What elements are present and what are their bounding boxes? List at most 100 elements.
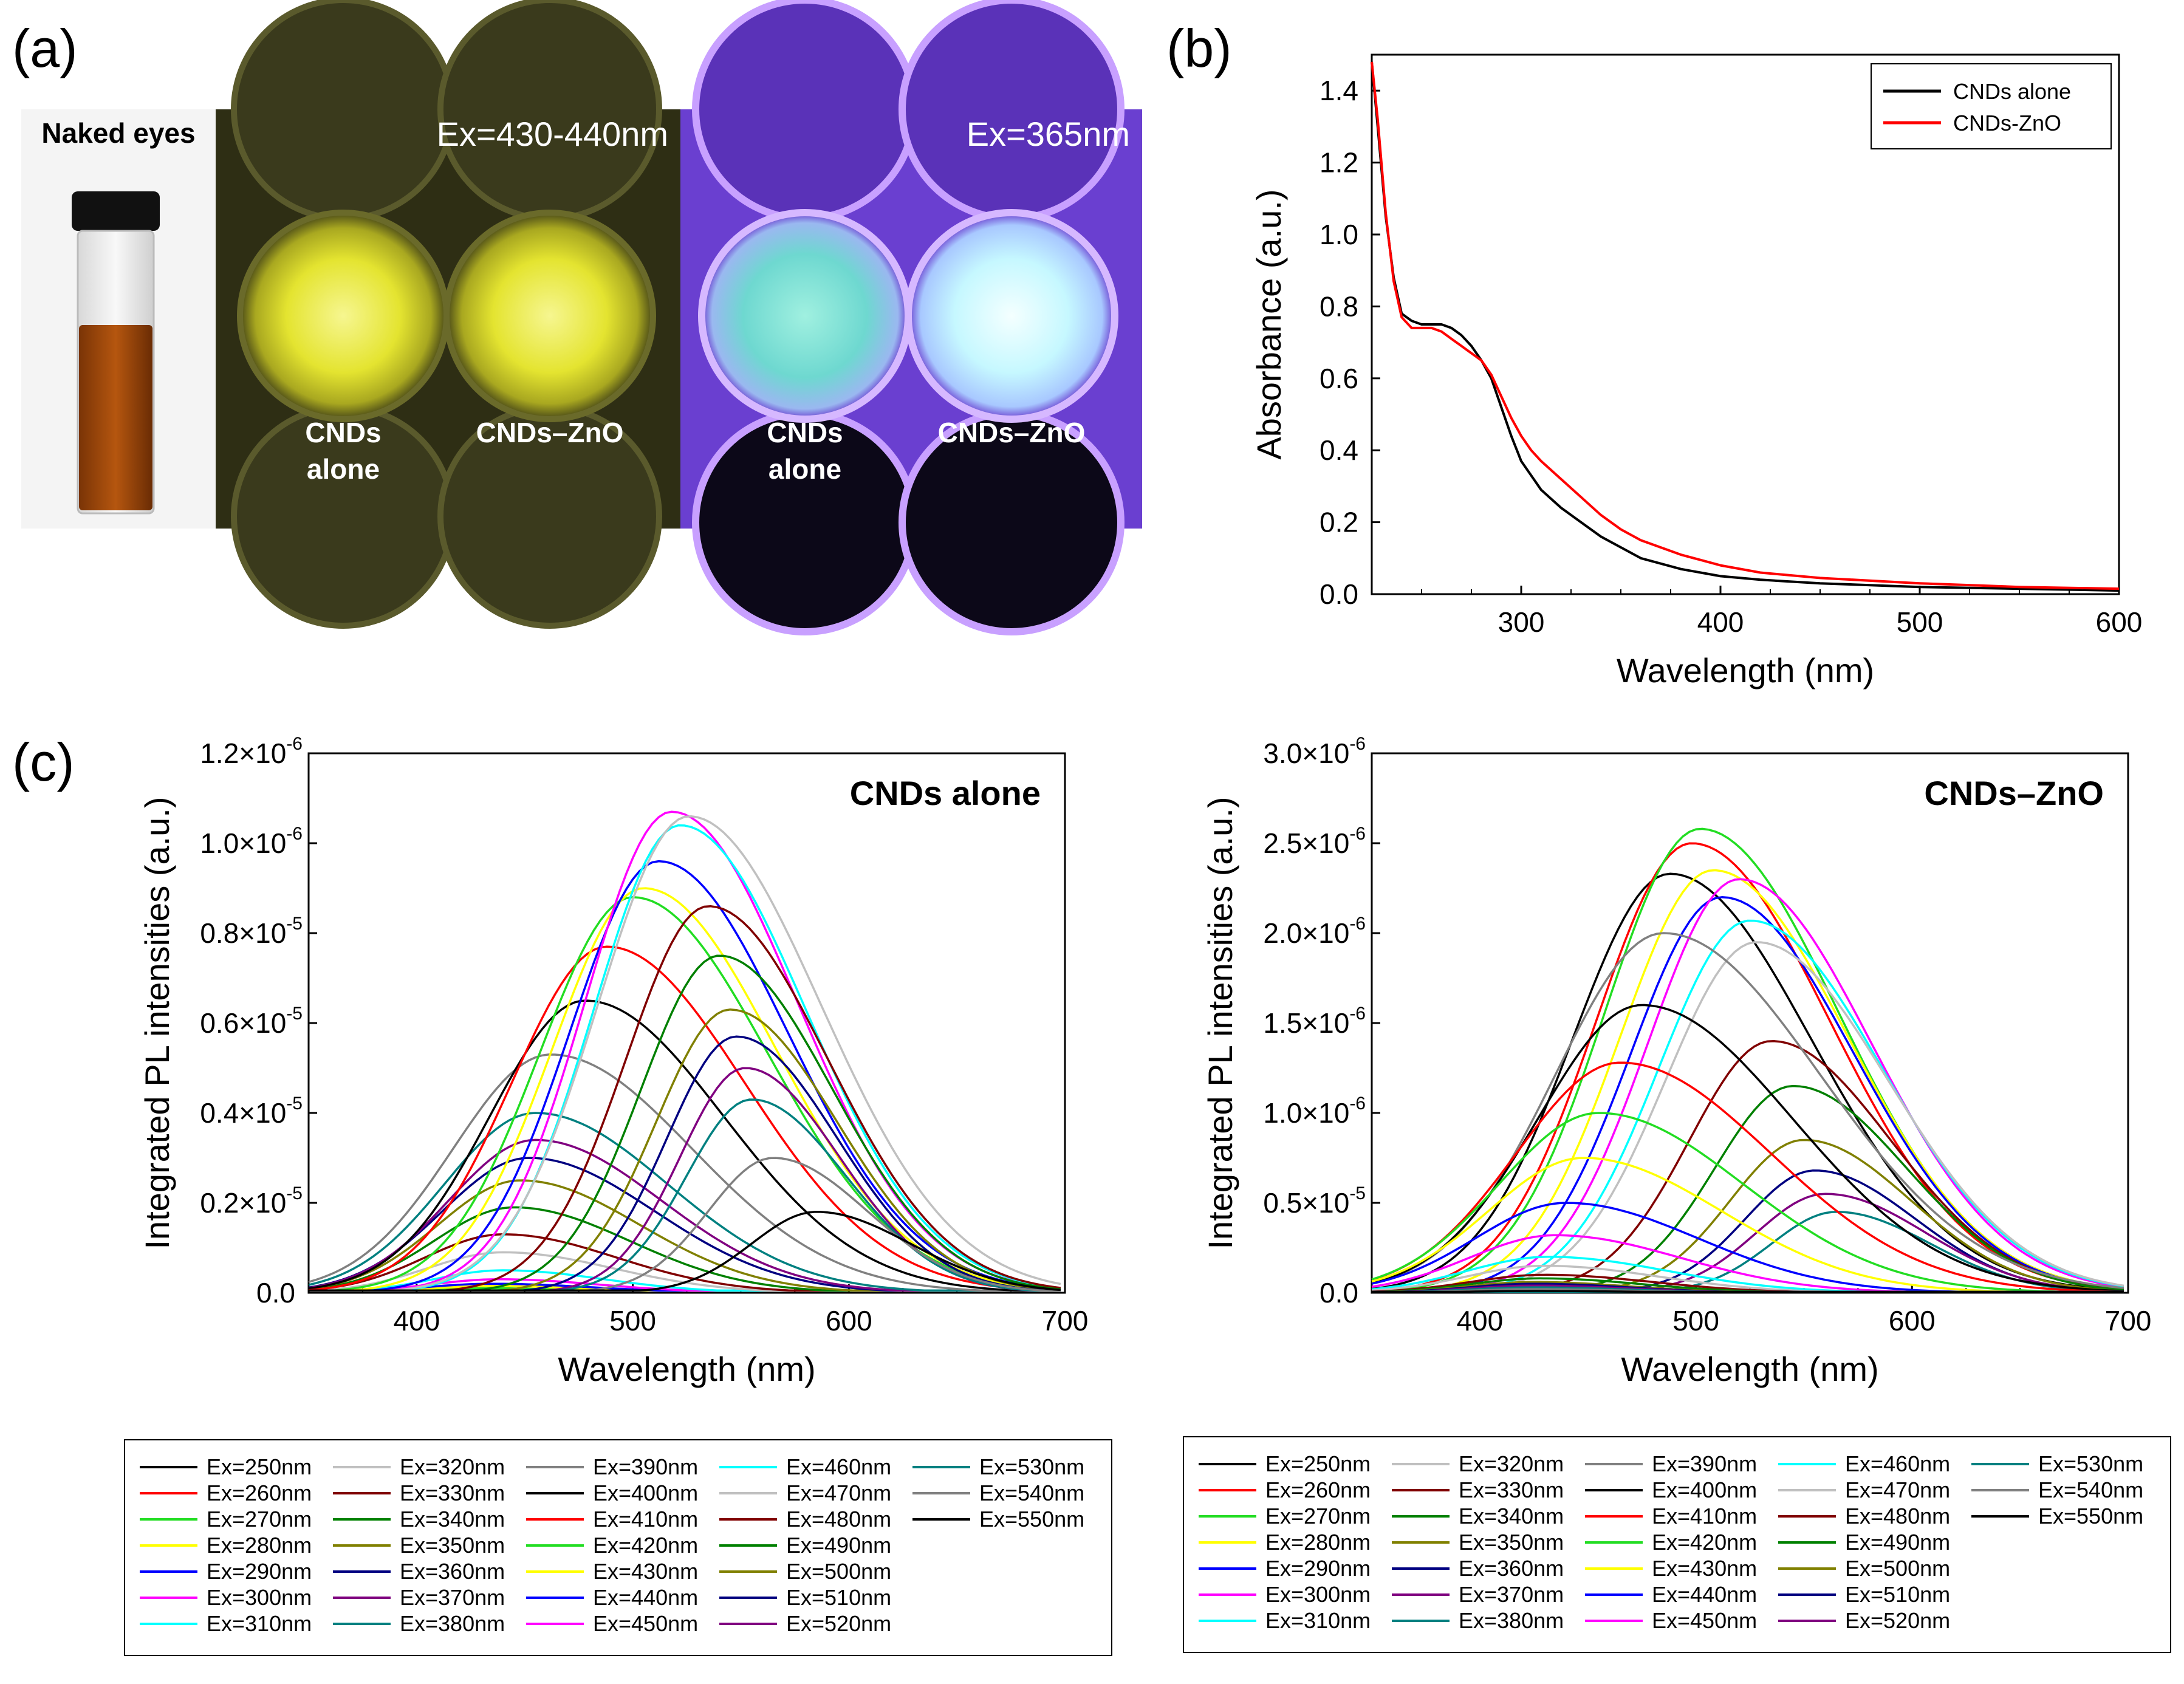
y-tick-exponent: -6 (1349, 734, 1366, 754)
legend-box (1871, 63, 2112, 149)
x-axis-label: Wavelength (nm) (558, 1350, 815, 1388)
x-tick-label: 500 (1897, 606, 1943, 638)
y-tick-label: 2.0×10-6 (1263, 914, 1366, 949)
legend-label: Ex=300nm (207, 1585, 312, 1610)
plate2-well-left-line2: alone (769, 453, 841, 485)
y-axis-label: Integrated PL intensities (a.u.) (1201, 796, 1239, 1249)
legend-label: Ex=310nm (1265, 1608, 1371, 1633)
plate2-well-left-line1: CNDs (767, 417, 843, 448)
y-tick-label: 3.0×10-6 (1263, 734, 1366, 769)
legend-label: Ex=480nm (786, 1507, 891, 1532)
y-tick-mantissa: 0.6×10 (200, 1007, 286, 1039)
legend-label: Ex=270nm (207, 1507, 312, 1532)
y-tick-label: 0.6×10-5 (200, 1004, 303, 1039)
y-tick-label: 1.0×10-6 (200, 824, 303, 859)
legend-label: Ex=350nm (1459, 1530, 1564, 1555)
plate1-well-right: CNDs–ZnO (476, 417, 624, 448)
legend-label: Ex=470nm (786, 1480, 891, 1505)
absorbance-series-cnds-zno (1371, 61, 2120, 590)
x-tick-label: 500 (1672, 1305, 1719, 1337)
y-tick-mantissa: 1.2×10 (200, 738, 286, 769)
chart-title: CNDs alone (850, 774, 1041, 812)
y-tick-exponent: -6 (1349, 1094, 1366, 1114)
y-tick-mantissa: 0.0 (1320, 1277, 1358, 1309)
legend-label: Ex=360nm (400, 1559, 505, 1584)
legend-label: Ex=540nm (2038, 1477, 2143, 1502)
legend-label: Ex=260nm (1265, 1477, 1371, 1502)
y-tick-exponent: -6 (286, 824, 303, 844)
legend-label: Ex=280nm (1265, 1530, 1371, 1555)
x-tick-label: 600 (826, 1305, 872, 1337)
panel-c-label: (c) (12, 732, 75, 792)
x-tick-label: 700 (2105, 1305, 2152, 1337)
pl-series-ex-470nm (309, 815, 1061, 1292)
pl-series-ex-410nm (1371, 1061, 2124, 1293)
legend-label: Ex=330nm (1459, 1477, 1564, 1502)
legend-label: Ex=510nm (786, 1585, 891, 1610)
legend-label: Ex=490nm (786, 1533, 891, 1558)
legend-label: Ex=410nm (1652, 1504, 1757, 1528)
pl-series-ex-420nm (1371, 1112, 2124, 1293)
y-tick-exponent: -6 (1349, 914, 1366, 934)
vial-caption: Naked eyes (41, 117, 195, 149)
y-tick-label: 1.2 (1320, 147, 1358, 179)
vial-photo: Naked eyes (21, 109, 216, 529)
y-tick-mantissa: 1.5×10 (1263, 1007, 1349, 1039)
pl-series-ex-440nm (309, 860, 1061, 1292)
y-tick-label: 0.0 (1320, 578, 1358, 610)
plate1-well-left-line2: alone (307, 453, 380, 485)
legend-label: Ex=400nm (593, 1480, 698, 1505)
legend-label: Ex=340nm (1459, 1504, 1564, 1528)
legend-label: Ex=270nm (1265, 1504, 1371, 1528)
y-tick-exponent: -5 (286, 1094, 303, 1114)
legend-label: Ex=430nm (593, 1559, 698, 1584)
y-tick-exponent: -6 (1349, 824, 1366, 844)
legend-label: Ex=400nm (1652, 1477, 1757, 1502)
y-tick-label: 1.2×10-6 (200, 734, 303, 769)
x-tick-label: 500 (609, 1305, 656, 1337)
legend-label: Ex=390nm (1652, 1451, 1757, 1476)
legend-label: Ex=390nm (593, 1454, 698, 1479)
legend-label: Ex=290nm (207, 1559, 312, 1584)
plot-frame (1371, 752, 2129, 1294)
y-tick-mantissa: 0.2×10 (200, 1187, 286, 1219)
y-tick-mantissa: 3.0×10 (1263, 738, 1349, 769)
legend-label: Ex=510nm (1845, 1582, 1950, 1607)
plot-frame (1371, 53, 2120, 595)
legend-label: Ex=420nm (1652, 1530, 1757, 1555)
legend-label: Ex=450nm (1652, 1608, 1757, 1633)
y-tick-mantissa: 0.4×10 (200, 1097, 286, 1129)
chart-title: CNDs–ZnO (1924, 774, 2104, 812)
pl-series-ex-380nm (308, 1112, 1061, 1292)
pl-series-ex-550nm (309, 1211, 1061, 1292)
legend-label: Ex=440nm (593, 1585, 698, 1610)
legend-frame (124, 1439, 1112, 1656)
legend-label: Ex=460nm (786, 1454, 891, 1479)
x-axis-label: Wavelength (nm) (1621, 1350, 1878, 1388)
y-tick-exponent: -5 (286, 914, 303, 934)
pl-series-ex-290nm (1372, 896, 2124, 1293)
y-tick-label: 0.0 (256, 1277, 295, 1309)
plate2-well-right: CNDs–ZnO (938, 417, 1086, 448)
y-tick-exponent: -6 (1349, 1004, 1366, 1024)
plate-photo-uv: Ex=365nm CNDs alone CNDs–ZnO (680, 0, 1142, 635)
y-tick-label: 0.4×10-5 (200, 1094, 303, 1129)
pl-series-ex-550nm (1372, 1290, 2124, 1293)
legend-label: Ex=420nm (593, 1533, 698, 1558)
y-tick-label: 1.0 (1320, 219, 1358, 250)
legend-label: Ex=250nm (207, 1454, 312, 1479)
legend-label: Ex=520nm (1845, 1608, 1950, 1633)
legend-label: CNDs-ZnO (1953, 111, 2061, 135)
legend-label: Ex=330nm (400, 1480, 505, 1505)
legend-label: Ex=340nm (400, 1507, 505, 1532)
plate2-caption: Ex=365nm (967, 115, 1130, 153)
legend-cnds-zno: Ex=250nmEx=260nmEx=270nmEx=280nmEx=290nm… (1183, 1436, 2171, 1653)
legend-label: CNDs alone (1953, 79, 2071, 104)
legend-label: Ex=530nm (979, 1454, 1084, 1479)
legend-label: Ex=550nm (979, 1507, 1084, 1532)
pl-series-ex-390nm (308, 1053, 1061, 1292)
y-tick-exponent: -5 (286, 1183, 303, 1203)
legend-frame (1183, 1436, 2171, 1653)
y-tick-label: 2.5×10-6 (1263, 824, 1366, 859)
